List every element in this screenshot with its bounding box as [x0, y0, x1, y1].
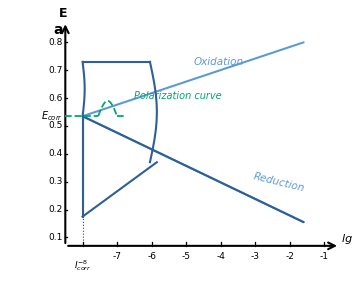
Text: a: a [53, 23, 63, 37]
Text: -7: -7 [113, 252, 122, 261]
Text: E: E [59, 7, 68, 20]
Text: -3: -3 [251, 252, 260, 261]
Text: 0.7: 0.7 [48, 66, 63, 75]
Text: lg I: lg I [342, 234, 354, 244]
Text: Reduction: Reduction [252, 171, 305, 194]
Text: 0.3: 0.3 [48, 177, 63, 186]
Text: 0.1: 0.1 [48, 233, 63, 242]
Text: 0.2: 0.2 [48, 205, 63, 214]
Text: 0.6: 0.6 [48, 94, 63, 103]
Text: 0.5: 0.5 [48, 121, 63, 130]
Text: $I^{-8}_{corr}$: $I^{-8}_{corr}$ [74, 258, 91, 273]
Text: -6: -6 [147, 252, 156, 261]
Text: 0.8: 0.8 [48, 38, 63, 47]
Text: -5: -5 [182, 252, 191, 261]
Text: -2: -2 [285, 252, 294, 261]
Text: -1: -1 [320, 252, 329, 261]
Text: $E_{corr}$: $E_{corr}$ [41, 109, 63, 123]
Text: -4: -4 [216, 252, 225, 261]
Text: 0.4: 0.4 [48, 149, 63, 158]
Text: Oxidation: Oxidation [193, 57, 243, 67]
Text: Polarization curve: Polarization curve [135, 92, 222, 101]
